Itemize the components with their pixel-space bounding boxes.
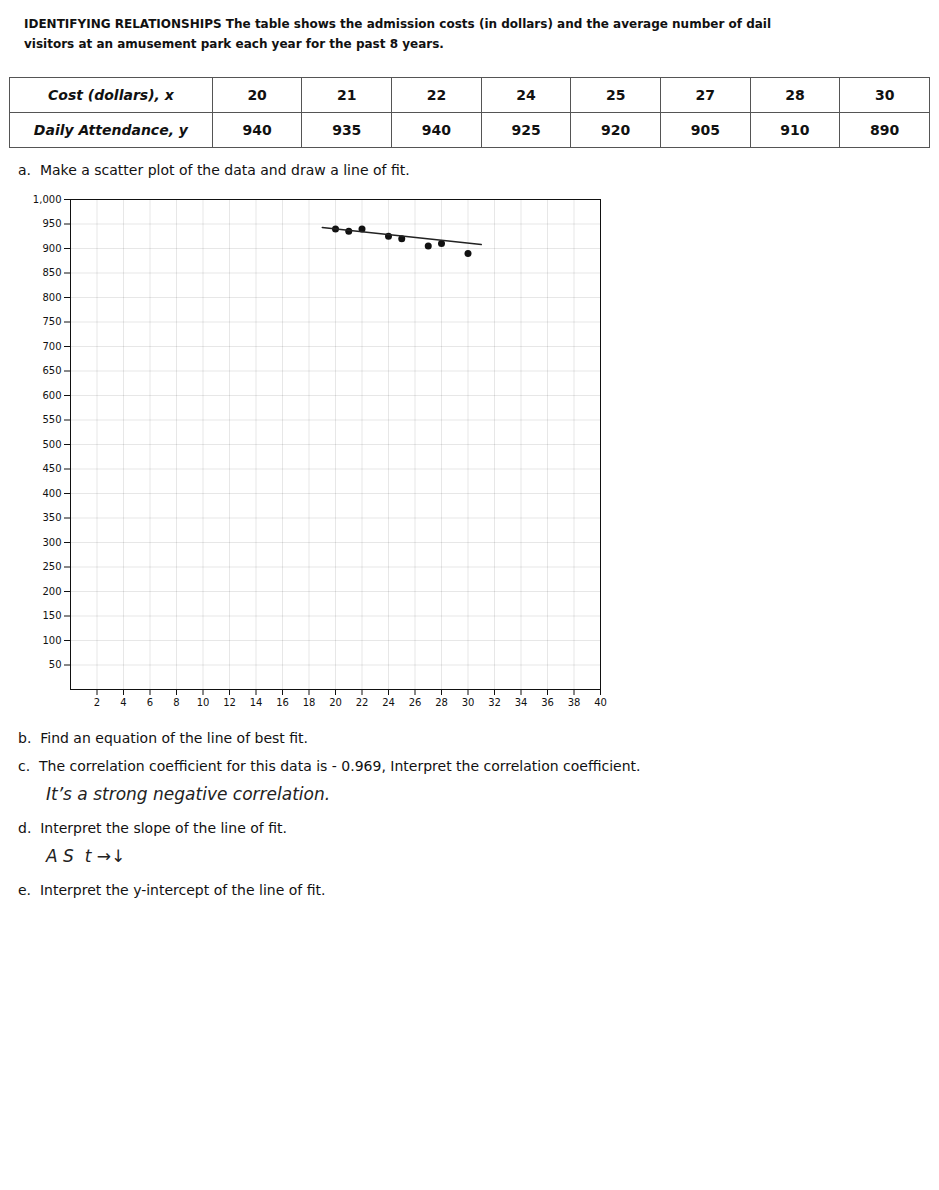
svg-text:600: 600: [42, 389, 61, 400]
svg-text:8: 8: [173, 696, 179, 707]
html-text:22: 22: [426, 86, 447, 103]
svg-text:350: 350: [42, 512, 61, 523]
html-text:890: 890: [870, 121, 900, 138]
svg-text:16: 16: [276, 696, 289, 707]
svg-text:22: 22: [356, 696, 369, 707]
html-text:925: 925: [511, 121, 541, 138]
html-text:e. Interpret the y-intercept o: e. Interpret the y-intercept of the line…: [18, 881, 326, 898]
svg-text:24: 24: [382, 696, 395, 707]
svg-text:800: 800: [42, 291, 61, 302]
svg-text:28: 28: [435, 696, 448, 707]
html-text:935: 935: [332, 121, 362, 138]
html-text:28: 28: [785, 86, 805, 103]
html-text:21: 21: [337, 86, 357, 103]
html-text:905: 905: [690, 121, 720, 138]
html-text:920: 920: [601, 121, 631, 138]
svg-text:500: 500: [42, 438, 61, 449]
svg-text:36: 36: [541, 696, 554, 707]
svg-text:20: 20: [329, 696, 342, 707]
svg-text:34: 34: [515, 696, 528, 707]
svg-text:450: 450: [42, 463, 61, 474]
svg-text:32: 32: [488, 696, 501, 707]
html-text:Cost (dollars), x: Cost (dollars), x: [48, 86, 174, 103]
svg-text:14: 14: [250, 696, 263, 707]
html-text:910: 910: [780, 121, 810, 138]
html-text:It’s a strong negative correla: It’s a strong negative correlation.: [46, 783, 331, 804]
svg-text:12: 12: [223, 696, 236, 707]
html-text:A S t →↓: A S t →↓: [46, 845, 126, 866]
svg-text:950: 950: [42, 218, 61, 229]
svg-text:40: 40: [594, 696, 607, 707]
html-text:b. Find an equation of the lin: b. Find an equation of the line of best …: [18, 729, 308, 746]
svg-text:100: 100: [42, 634, 61, 645]
html-text:Daily Attendance, y: Daily Attendance, y: [33, 121, 188, 138]
svg-text:150: 150: [42, 610, 61, 621]
html-text:30: 30: [874, 86, 895, 103]
svg-text:4: 4: [120, 696, 126, 707]
svg-text:2: 2: [94, 696, 100, 707]
svg-text:550: 550: [42, 414, 61, 425]
svg-text:38: 38: [568, 696, 581, 707]
svg-text:400: 400: [42, 487, 61, 498]
svg-text:50: 50: [49, 659, 62, 670]
svg-text:650: 650: [42, 365, 61, 376]
svg-text:26: 26: [409, 696, 422, 707]
html-text:940: 940: [242, 121, 272, 138]
svg-text:30: 30: [462, 696, 475, 707]
svg-text:300: 300: [42, 536, 61, 547]
html-text:c. The correlation coefficient: c. The correlation coefficient for this …: [18, 757, 641, 774]
html-text:20: 20: [247, 86, 267, 103]
html-text:visitors at an amusement park: visitors at an amusement park each year …: [24, 37, 444, 52]
svg-text:700: 700: [42, 340, 61, 351]
html-text:24: 24: [516, 86, 536, 103]
svg-text:750: 750: [42, 316, 61, 327]
svg-text:18: 18: [303, 696, 316, 707]
svg-text:900: 900: [42, 242, 61, 253]
svg-text:10: 10: [197, 696, 210, 707]
html-text:d. Interpret the slope of the: d. Interpret the slope of the line of fi…: [18, 819, 287, 836]
svg-text:200: 200: [42, 585, 61, 596]
svg-text:6: 6: [147, 696, 153, 707]
html-text:940: 940: [421, 121, 451, 138]
svg-text:1,000: 1,000: [33, 193, 62, 204]
svg-text:250: 250: [42, 561, 61, 572]
html-text:IDENTIFYING RELATIONSHIPS The: IDENTIFYING RELATIONSHIPS The table show…: [24, 17, 771, 31]
html-text:a. Make a scatter plot of the: a. Make a scatter plot of the data and d…: [18, 161, 410, 178]
html-text:25: 25: [605, 86, 626, 103]
html-text:27: 27: [695, 86, 716, 103]
svg-text:850: 850: [42, 267, 61, 278]
